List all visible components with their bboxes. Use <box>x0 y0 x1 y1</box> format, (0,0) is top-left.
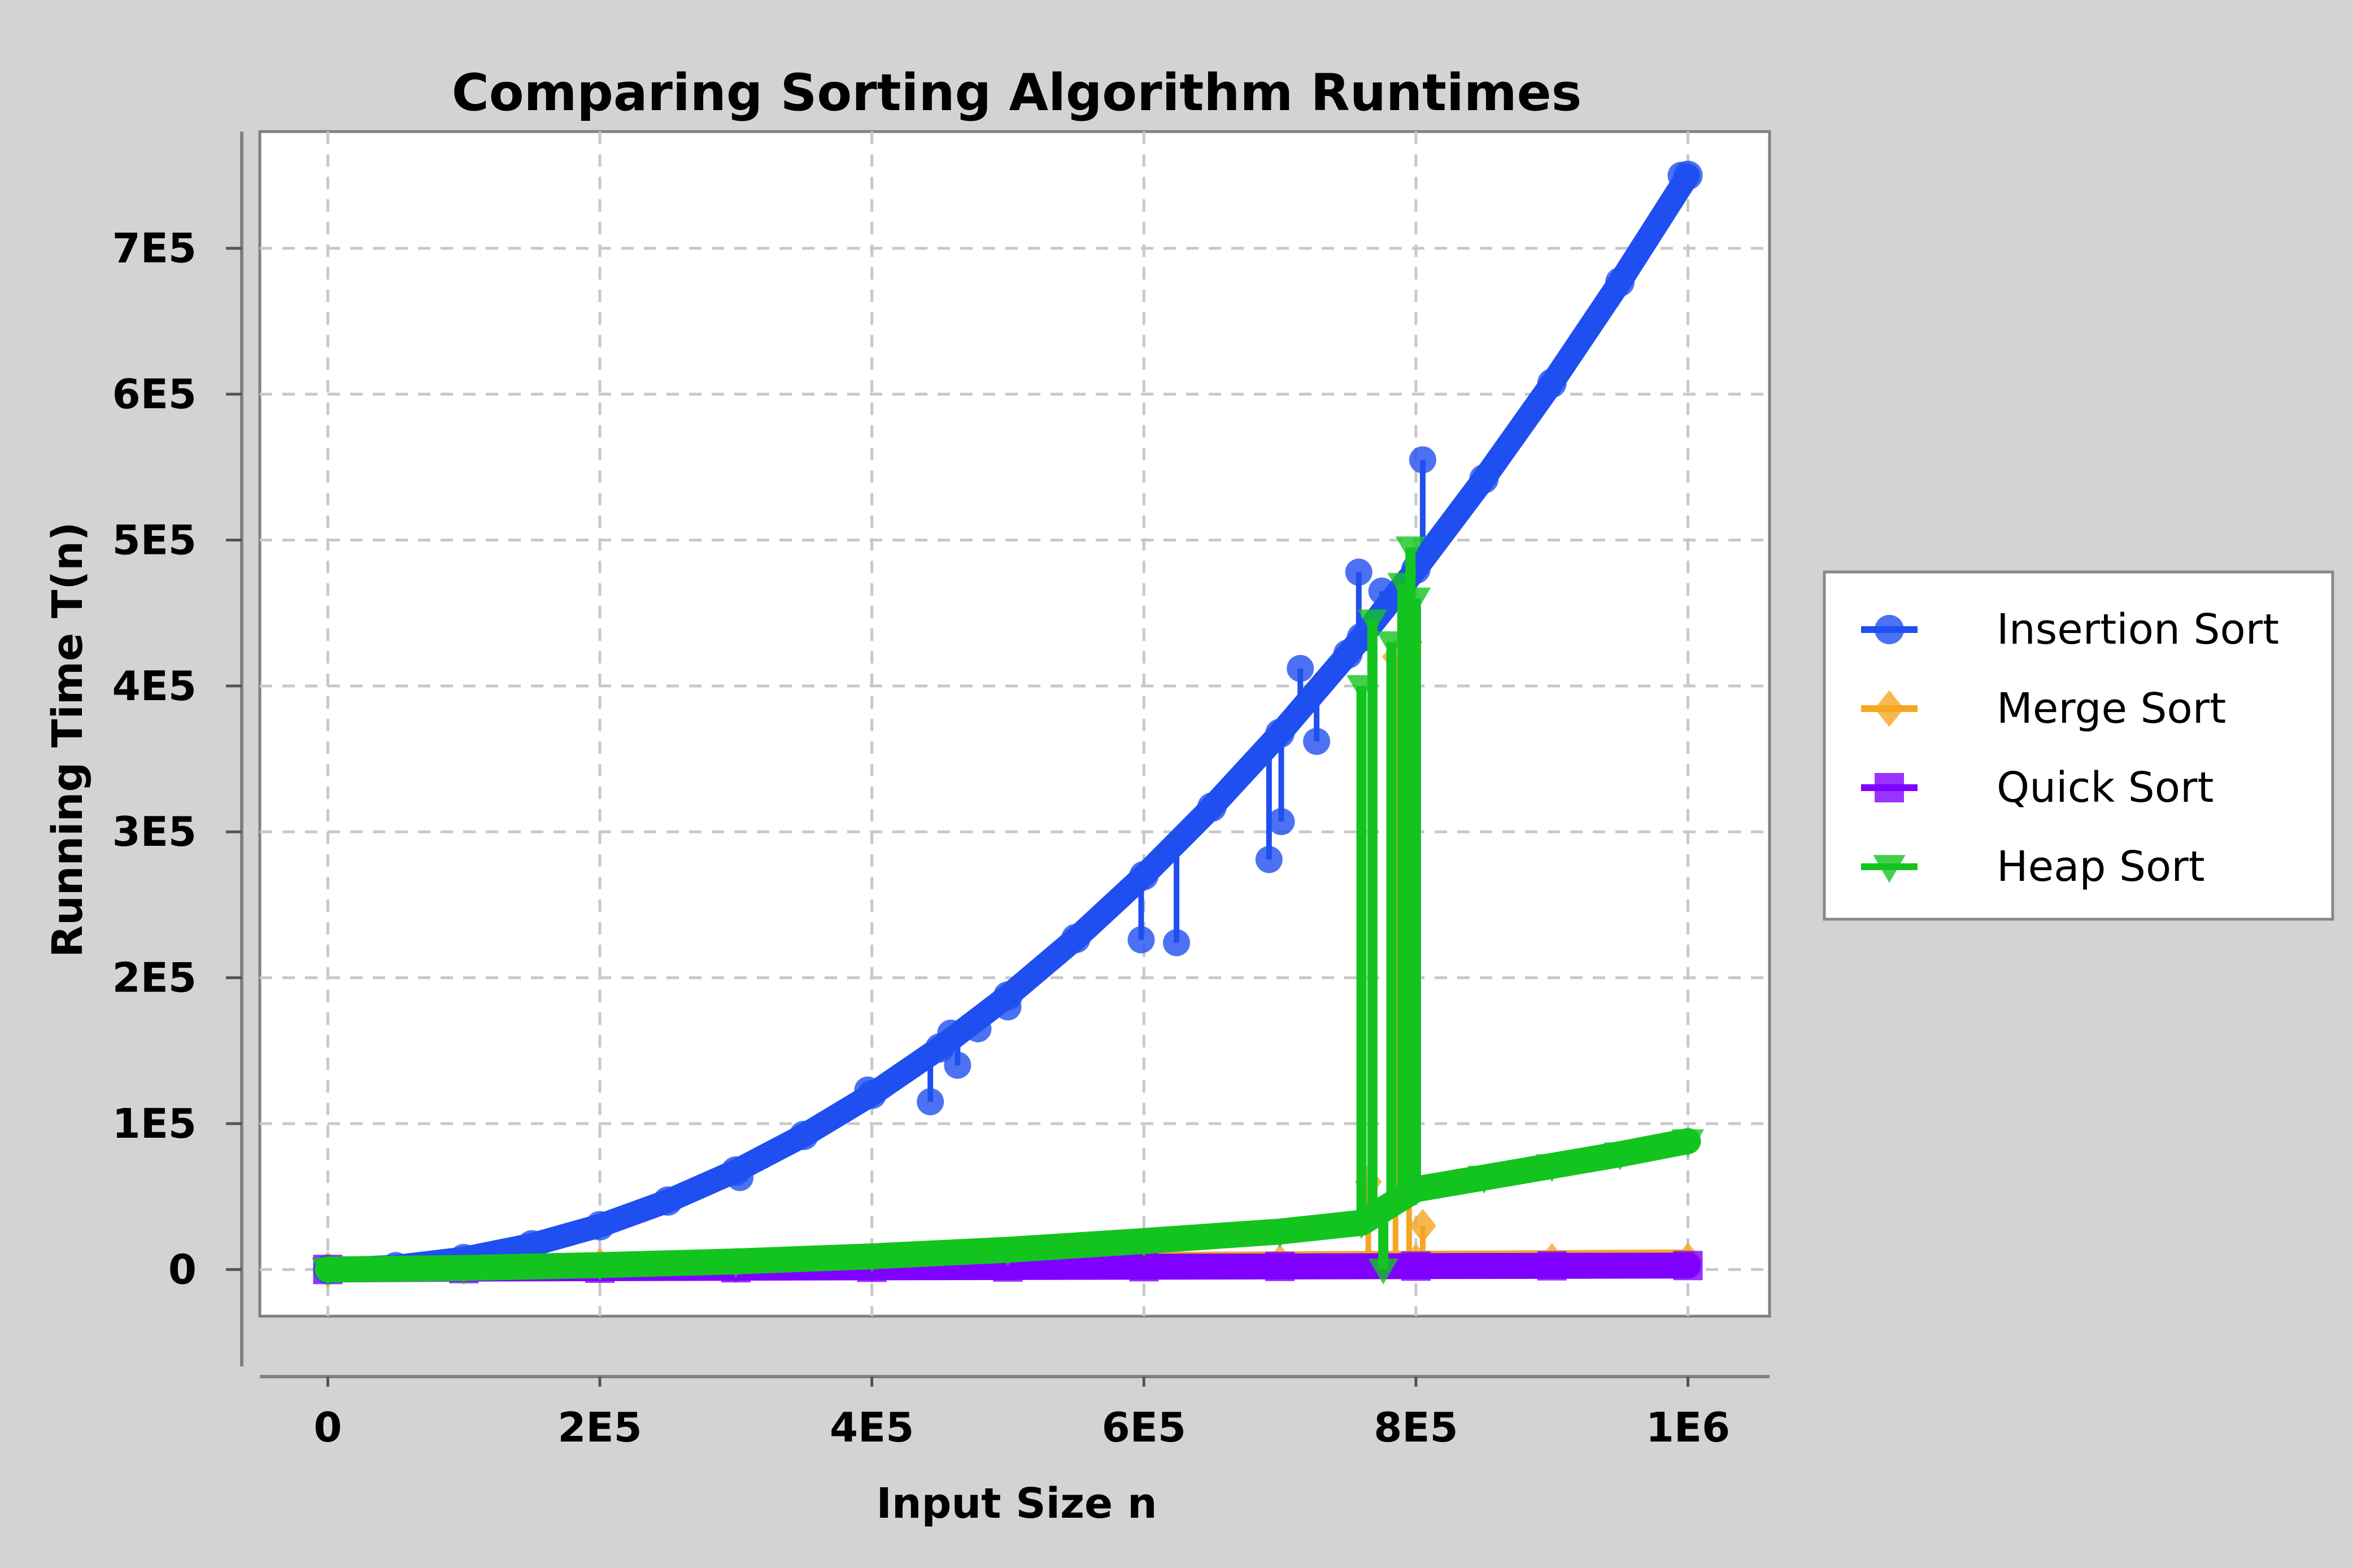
spike-marker <box>1303 728 1331 755</box>
data-point <box>1265 718 1295 748</box>
data-point <box>1469 464 1499 494</box>
series-heap-sort <box>311 536 1705 1286</box>
data-point <box>1605 267 1635 297</box>
data-point <box>311 1257 345 1286</box>
spike-marker <box>1395 536 1426 562</box>
legend-entry: Insertion Sort <box>1861 605 2279 654</box>
spike-marker <box>1409 1208 1436 1243</box>
data-point <box>1401 1251 1431 1281</box>
data-point <box>1061 924 1091 954</box>
series-layer <box>311 160 1705 1288</box>
x-axis-label: Input Size n <box>876 1479 1157 1528</box>
y-tick-label: 2E5 <box>112 954 197 1002</box>
legend-marker <box>1875 690 1904 727</box>
data-point <box>1536 1154 1568 1182</box>
data-point <box>856 1244 888 1273</box>
y-tick-label: 3E5 <box>112 808 197 855</box>
spike-marker <box>1255 846 1283 873</box>
series-insertion-sort <box>313 160 1703 1285</box>
y-tick-label: 5E5 <box>112 516 197 564</box>
data-point <box>1263 1220 1296 1248</box>
data-point <box>1345 1211 1378 1239</box>
spike-marker <box>1267 808 1295 836</box>
data-point <box>1537 368 1567 398</box>
legend-entry: Merge Sort <box>1861 684 2226 733</box>
legend: Insertion Sort Merge Sort Quick Sort Heap S… <box>1823 570 2334 921</box>
spike-marker <box>1127 926 1155 954</box>
legend-marker <box>1875 615 1904 644</box>
series-line <box>315 1128 1701 1283</box>
legend-label: Quick Sort <box>1997 763 2213 812</box>
spike-marker <box>1345 558 1372 586</box>
data-point <box>653 1186 683 1216</box>
data-point <box>1197 792 1227 822</box>
data-point <box>993 981 1023 1011</box>
x-tick-label: 2E5 <box>557 1404 642 1451</box>
legend-label: Insertion Sort <box>1997 605 2279 654</box>
plot-area <box>258 130 1771 1318</box>
spike-marker <box>1401 587 1431 614</box>
legend-entry: Heap Sort <box>1861 842 2205 891</box>
y-tick-label: 7E5 <box>112 225 197 272</box>
data-point <box>1537 1251 1567 1281</box>
y-tick-label: 6E5 <box>112 370 197 418</box>
axis-ticks: 0 2E5 4E5 6E5 8E5 1E6 0 1E5 2E5 3E5 4E5 5E5 6E5 7E5 <box>112 225 1731 1451</box>
data-point <box>1467 1165 1500 1194</box>
spike-marker <box>917 1088 944 1116</box>
data-point <box>721 1156 751 1186</box>
data-point <box>583 1253 616 1282</box>
data-point <box>1265 1251 1295 1281</box>
data-point <box>789 1120 819 1150</box>
data-point <box>1673 160 1703 190</box>
legend-marker <box>1873 855 1906 883</box>
y-tick-label: 4E5 <box>112 662 197 710</box>
data-point <box>720 1250 752 1278</box>
data-point <box>857 1080 887 1110</box>
data-point <box>1400 1177 1432 1206</box>
x-tick-label: 1E6 <box>1646 1404 1730 1451</box>
y-tick-label: 1E5 <box>112 1100 197 1147</box>
spike-marker <box>1368 1259 1398 1285</box>
spike-marker <box>1163 929 1191 956</box>
data-point <box>1673 1251 1703 1281</box>
x-tick-label: 4E5 <box>830 1404 914 1451</box>
data-point <box>991 1238 1025 1266</box>
data-point <box>585 1211 615 1241</box>
data-point <box>1127 1229 1160 1257</box>
legend-marker <box>1875 773 1904 802</box>
spike-marker <box>1287 654 1314 682</box>
legend-entry: Quick Sort <box>1861 763 2213 812</box>
legend-label: Heap Sort <box>1997 842 2205 891</box>
data-point <box>925 1033 955 1063</box>
data-point <box>517 1230 547 1260</box>
y-tick-label: 0 <box>168 1246 197 1293</box>
chart-title: Comparing Sorting Algorithm Runtimes <box>452 63 1582 123</box>
spike-marker <box>1357 609 1388 635</box>
x-tick-label: 0 <box>313 1404 342 1451</box>
y-axis-label: Running Time T(n) <box>43 522 92 958</box>
legend-label: Merge Sort <box>1997 684 2226 733</box>
series-line <box>316 163 1700 1282</box>
spike-marker <box>944 1051 971 1079</box>
spike-marker <box>1409 446 1436 474</box>
data-point <box>1603 1142 1636 1170</box>
x-tick-label: 6E5 <box>1102 1404 1186 1451</box>
data-point <box>447 1256 480 1285</box>
data-point <box>1129 861 1159 890</box>
x-tick-label: 8E5 <box>1374 1404 1458 1451</box>
data-point <box>1671 1129 1705 1158</box>
